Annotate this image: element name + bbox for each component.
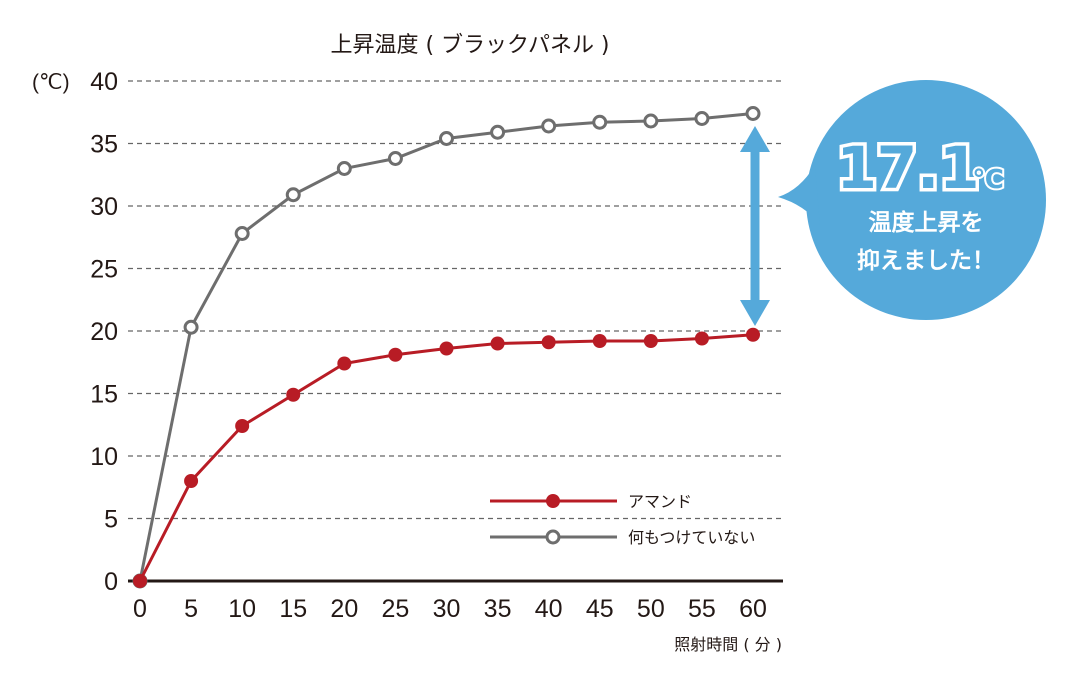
data-point bbox=[541, 118, 557, 134]
difference-arrow bbox=[740, 126, 770, 326]
grid bbox=[128, 80, 783, 583]
callout-line2: 抑えました！ bbox=[857, 248, 995, 274]
callout-bubble: 17.1 ℃ 温度上昇を 抑えました！ bbox=[778, 80, 1046, 320]
data-point bbox=[133, 574, 147, 588]
y-tick-label: 25 bbox=[90, 256, 118, 284]
data-point bbox=[694, 111, 710, 126]
y-tick-label: 30 bbox=[90, 193, 118, 221]
callout-value: 17.1 bbox=[836, 134, 979, 202]
data-point bbox=[490, 336, 505, 351]
chart-title: 上昇温度 ( ブラックパネル ) bbox=[330, 33, 609, 58]
x-axis-label: 照射時間 ( 分 ) bbox=[674, 635, 782, 654]
data-point bbox=[592, 114, 608, 130]
x-tick-label: 35 bbox=[484, 595, 512, 623]
callout-unit: ℃ bbox=[972, 165, 1003, 195]
data-point bbox=[285, 187, 301, 203]
y-tick-label: 35 bbox=[90, 131, 118, 159]
y-tick-label: 40 bbox=[90, 68, 118, 96]
data-point bbox=[694, 331, 709, 346]
x-tick-label: 40 bbox=[535, 595, 563, 623]
data-point bbox=[643, 113, 659, 129]
x-tick-label: 25 bbox=[382, 595, 410, 623]
x-tick-label: 10 bbox=[228, 595, 256, 623]
data-point bbox=[490, 124, 506, 140]
x-tick-label: 20 bbox=[330, 595, 358, 623]
data-point bbox=[337, 356, 352, 371]
x-tick-label: 45 bbox=[586, 595, 614, 623]
data-point bbox=[592, 334, 607, 348]
legend-marker bbox=[546, 494, 560, 508]
x-tick-label: 60 bbox=[739, 595, 767, 623]
data-point bbox=[746, 327, 760, 342]
x-tick-label: 5 bbox=[184, 595, 198, 623]
y-tick-label: 20 bbox=[90, 318, 118, 346]
y-tick-label: 15 bbox=[90, 381, 118, 409]
x-tick-label: 0 bbox=[133, 595, 147, 623]
y-tick-label: 0 bbox=[104, 568, 118, 596]
x-tick-label: 55 bbox=[688, 595, 716, 623]
callout-line1: 温度上昇を bbox=[869, 209, 984, 236]
x-tick-labels: 0 5 10 15 20 25 30 35 40 45 50 55 60 bbox=[133, 595, 767, 623]
data-point bbox=[234, 226, 250, 241]
x-tick-label: 50 bbox=[637, 595, 665, 623]
y-tick-labels: 0 5 10 15 20 25 30 35 40 bbox=[90, 68, 118, 596]
data-point bbox=[388, 347, 403, 362]
data-point bbox=[745, 106, 761, 121]
x-tick-label: 30 bbox=[433, 595, 461, 623]
data-point bbox=[235, 419, 250, 433]
legend-marker bbox=[545, 529, 561, 545]
data-point bbox=[387, 151, 403, 166]
x-tick-label: 15 bbox=[279, 595, 307, 623]
legend-label: アマンド bbox=[628, 492, 692, 511]
data-point bbox=[336, 161, 352, 176]
y-axis-label: (℃) bbox=[32, 71, 70, 94]
y-tick-label: 10 bbox=[90, 443, 118, 471]
data-point bbox=[184, 474, 199, 488]
data-point bbox=[541, 335, 556, 350]
data-point bbox=[183, 319, 199, 335]
legend-label: 何もつけていない bbox=[628, 528, 755, 547]
data-point bbox=[643, 334, 658, 348]
data-point bbox=[286, 387, 301, 402]
data-point bbox=[439, 131, 454, 146]
data-point bbox=[439, 341, 454, 356]
y-tick-label: 5 bbox=[104, 506, 118, 534]
